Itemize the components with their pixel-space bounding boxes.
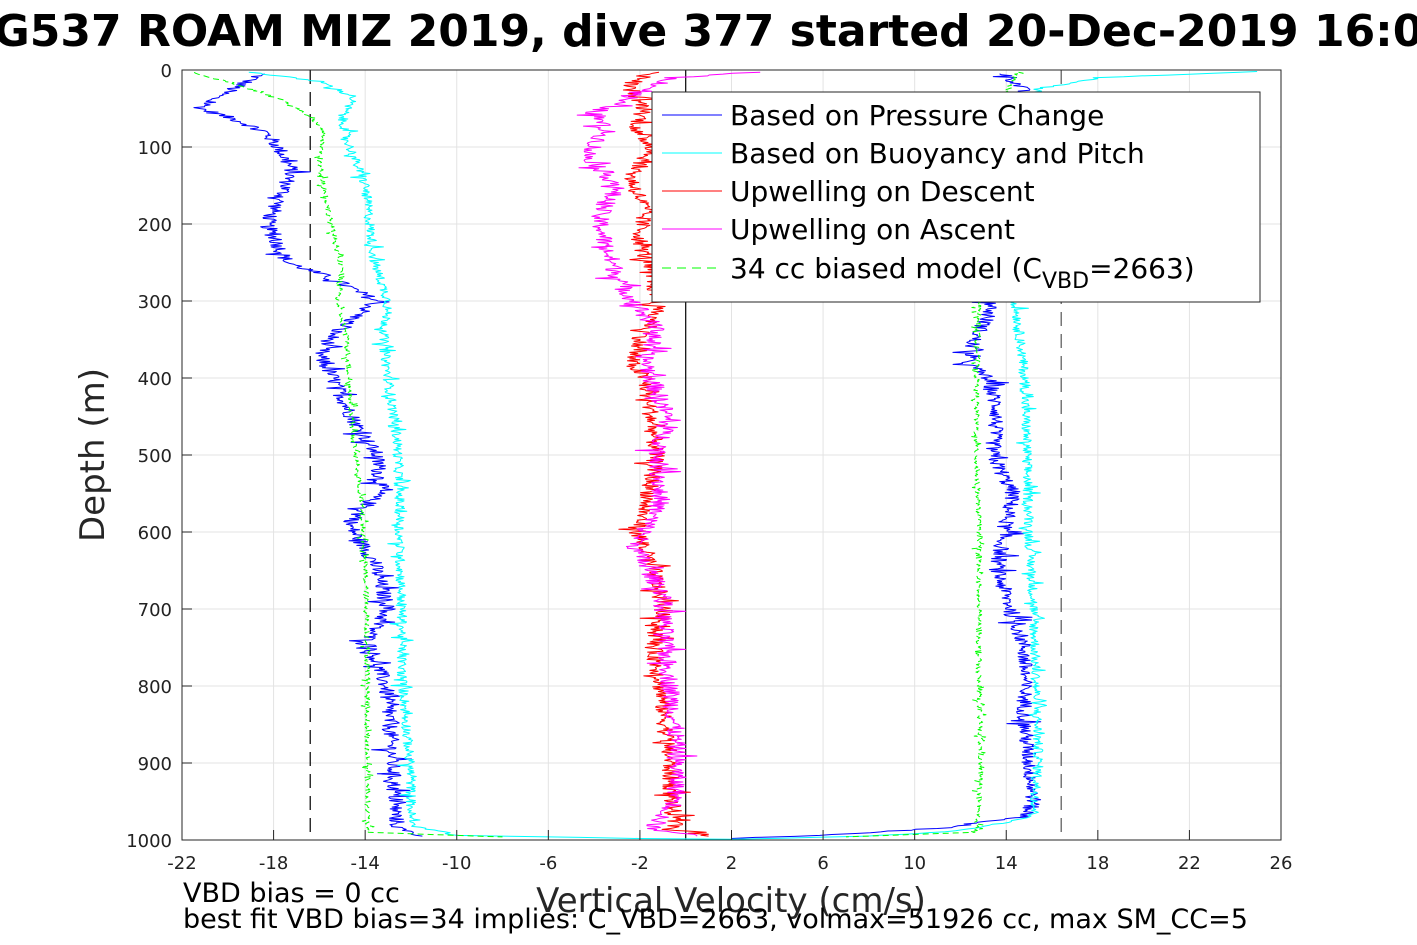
x-tick-label: -18 — [259, 853, 288, 874]
y-tick-label: 600 — [138, 523, 172, 544]
x-tick-label: 10 — [903, 853, 926, 874]
legend-label-pressure: Based on Pressure Change — [730, 99, 1104, 132]
legend-label-biased-model-sub: VBD — [1042, 269, 1089, 294]
x-tick-label: 2 — [726, 853, 737, 874]
x-tick-label: -2 — [631, 853, 649, 874]
legend-label-upwelling-ascent: Upwelling on Ascent — [730, 213, 1015, 246]
legend-label-biased-model-end: =2663) — [1089, 252, 1195, 285]
legend-label-biased-model-main: 34 cc biased model (C — [730, 252, 1042, 285]
series-line-biased-model-descent — [193, 71, 503, 838]
x-tick-label: 18 — [1086, 853, 1109, 874]
x-tick-label: 22 — [1178, 853, 1201, 874]
x-tick-label: -14 — [350, 853, 379, 874]
legend-label-biased-model: 34 cc biased model (CVBD=2663) — [730, 252, 1195, 294]
legend-box — [651, 91, 1261, 303]
y-axis-label: Depth (m) — [73, 368, 113, 542]
legend: Based on Pressure Change Based on Buoyan… — [651, 91, 1261, 303]
x-tick-label: 6 — [817, 853, 828, 874]
x-tick-label: -6 — [539, 853, 557, 874]
x-tick-label: -10 — [442, 853, 471, 874]
y-tick-label: 700 — [138, 600, 172, 621]
x-tick-label: 26 — [1270, 853, 1293, 874]
y-tick-label: 800 — [138, 677, 172, 698]
axis-ticks: -22 -18 -14 -10 -6 -2 2 6 10 14 18 22 26010020030040… — [126, 61, 1292, 874]
y-tick-label: 900 — [138, 754, 172, 775]
y-tick-label: 1000 — [126, 831, 172, 852]
legend-label-upwelling-descent: Upwelling on Descent — [730, 175, 1035, 208]
x-axis-label: Vertical Velocity (cm/s) — [536, 881, 926, 921]
y-tick-label: 300 — [138, 292, 172, 313]
y-tick-label: 100 — [138, 138, 172, 159]
legend-label-buoyancy: Based on Buoyancy and Pitch — [730, 137, 1145, 170]
footer-line-1: VBD bias = 0 cc — [183, 878, 400, 909]
series-line-upwelling-ascent-ascent — [576, 71, 761, 837]
y-tick-label: 500 — [138, 446, 172, 467]
footer-line-2: best fit VBD bias=34 implies: C_VBD=2663… — [183, 904, 1248, 935]
x-tick-label: -22 — [167, 853, 196, 874]
y-tick-label: 200 — [138, 215, 172, 236]
series-line-pressure-descent — [193, 73, 423, 837]
chart-title: SG537 ROAM MIZ 2019, dive 377 started 20… — [0, 6, 1417, 57]
y-tick-label: 400 — [138, 369, 172, 390]
series-line-buoyancy-descent — [248, 71, 732, 840]
y-tick-label: 0 — [161, 61, 172, 82]
x-tick-label: 14 — [995, 853, 1018, 874]
